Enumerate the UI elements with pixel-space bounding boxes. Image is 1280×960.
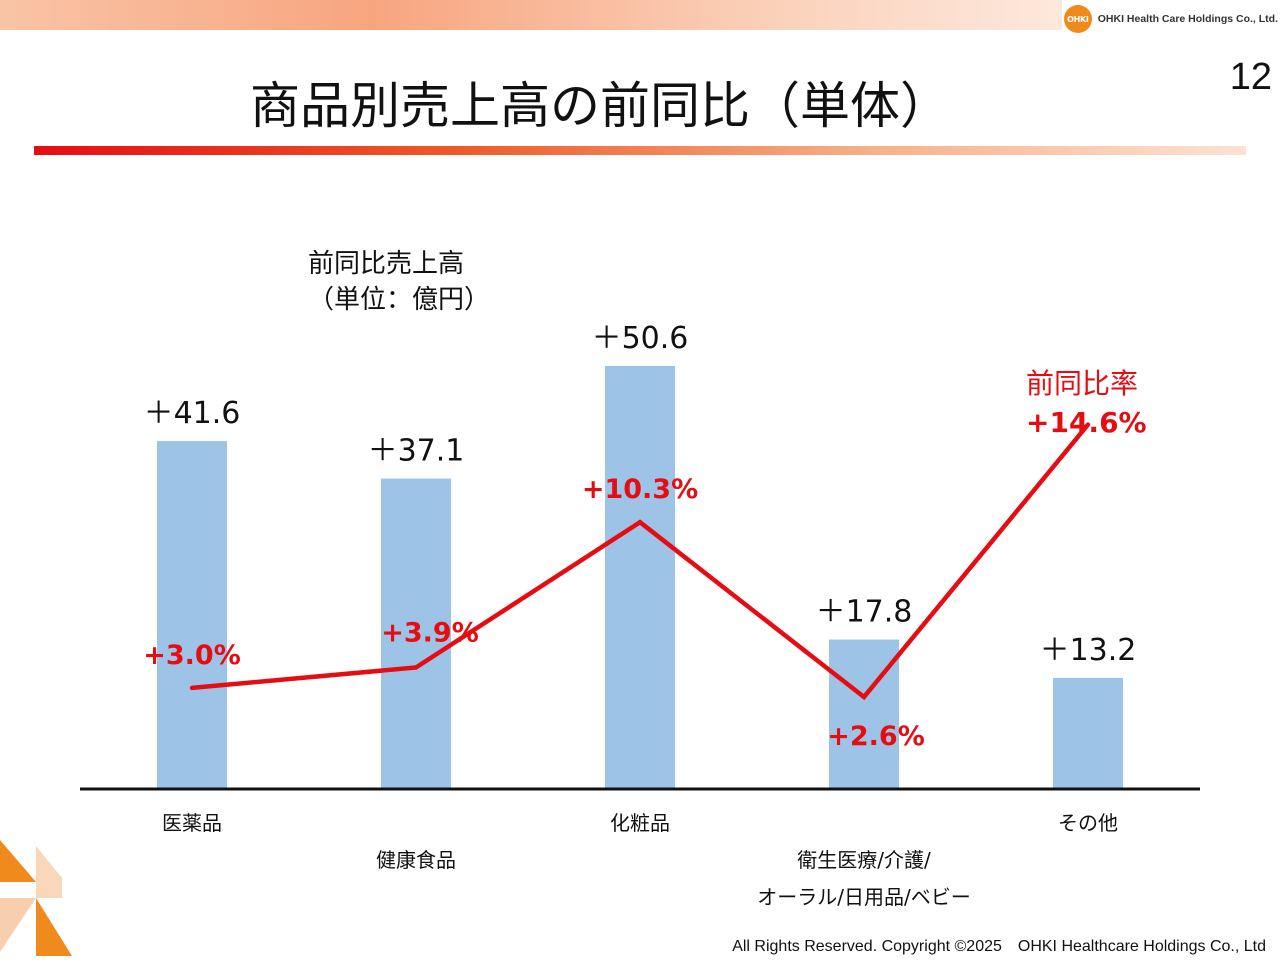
bar-value-label: ＋41.6 bbox=[144, 396, 241, 431]
bar bbox=[157, 441, 227, 788]
bar-value-label: ＋37.1 bbox=[368, 434, 465, 469]
rate-legend: 前同比率 +14.6% bbox=[1026, 364, 1147, 442]
bar bbox=[605, 365, 675, 788]
company-name: OHKI Health Care Holdings Co., Ltd. bbox=[1097, 13, 1278, 25]
category-label: 健康食品 bbox=[376, 848, 456, 872]
bar-value-label: ＋17.8 bbox=[816, 595, 913, 630]
page-number: 12 bbox=[1229, 56, 1272, 98]
unit-label-line2: （単位：億円） bbox=[308, 285, 491, 315]
rate-value-label: +3.9% bbox=[381, 617, 479, 648]
bar-value-label: ＋13.2 bbox=[1040, 633, 1137, 668]
company-logo: OHKI OHKI Health Care Holdings Co., Ltd. bbox=[1064, 4, 1278, 34]
deco-triangle-1 bbox=[0, 840, 36, 882]
corner-decoration bbox=[0, 840, 72, 956]
rate-point bbox=[1085, 422, 1091, 427]
rate-point bbox=[637, 519, 643, 525]
deco-triangle-3 bbox=[0, 898, 36, 952]
rate-value-label: +10.3% bbox=[582, 474, 698, 505]
rate-point bbox=[413, 665, 419, 670]
footer-copyright: All Rights Reserved. Copyright ©2025 OHK… bbox=[732, 938, 1266, 955]
unit-label-line1: 前同比売上高 bbox=[308, 249, 465, 279]
deco-triangle-4 bbox=[36, 898, 72, 956]
rate-legend-value: +14.6% bbox=[1026, 406, 1147, 439]
unit-label: 前同比売上高 （単位：億円） bbox=[308, 246, 490, 318]
header-band bbox=[0, 0, 1062, 30]
rate-legend-title: 前同比率 bbox=[1026, 367, 1139, 400]
bar bbox=[1053, 677, 1123, 788]
bar bbox=[381, 478, 451, 788]
rate-point bbox=[189, 685, 195, 691]
rate-value-label: +3.0% bbox=[143, 640, 241, 671]
slide-title: 商品別売上高の前同比（単体） bbox=[250, 77, 950, 135]
rate-value-label: +2.6% bbox=[827, 721, 925, 752]
rate-point bbox=[861, 694, 867, 700]
logo-mark-icon: OHKI bbox=[1064, 5, 1092, 33]
category-label: 医薬品 bbox=[162, 811, 222, 835]
deco-triangle-2 bbox=[36, 846, 62, 898]
category-label: その他 bbox=[1058, 811, 1118, 835]
logo-mark-text: OHKI bbox=[1067, 14, 1089, 24]
category-label: オーラル/日用品/ベビー bbox=[757, 885, 970, 909]
category-label: 化粧品 bbox=[610, 811, 670, 835]
bar-value-label: ＋50.6 bbox=[592, 321, 689, 356]
title-underline bbox=[34, 146, 1246, 155]
category-label: 衛生医療/介護/ bbox=[797, 848, 931, 872]
bar bbox=[829, 639, 899, 788]
